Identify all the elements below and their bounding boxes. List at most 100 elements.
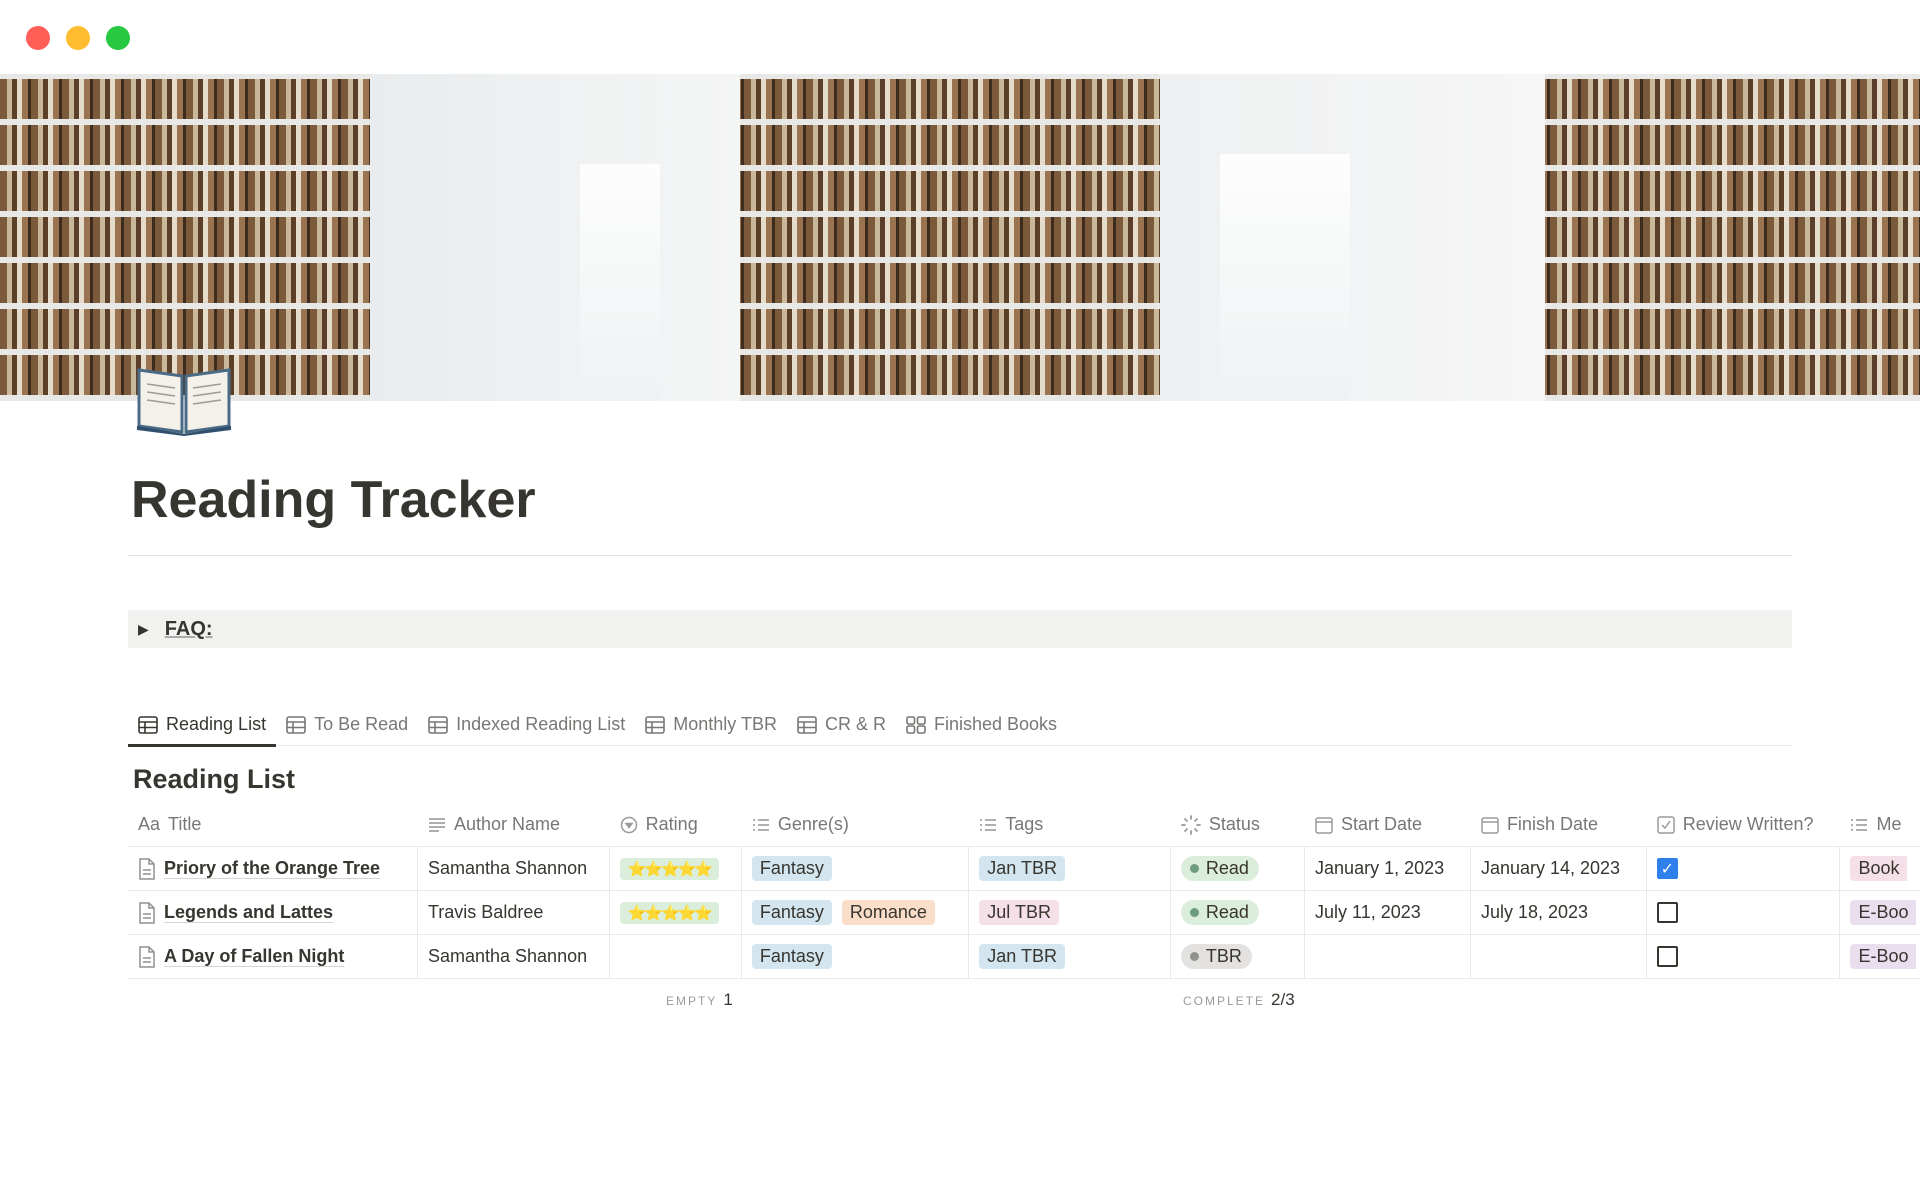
start-date-cell[interactable]: January 1, 2023 bbox=[1305, 847, 1471, 890]
triangle-right-icon[interactable]: ▶ bbox=[138, 620, 149, 637]
genre-pill: Romance bbox=[841, 900, 935, 925]
table-header: Aa Title Author Name Rating Genre(s) Tags Stat… bbox=[128, 803, 1920, 847]
tab-label: Reading List bbox=[166, 714, 267, 734]
zoom-window-button[interactable] bbox=[106, 26, 130, 50]
genre-cell[interactable]: Fantasy Romance bbox=[742, 891, 970, 934]
open-book-icon bbox=[137, 368, 231, 436]
gallery-icon bbox=[906, 715, 934, 734]
rating-cell[interactable]: ⭐⭐⭐⭐⭐ bbox=[610, 847, 742, 890]
tags-cell[interactable]: Jul TBR bbox=[969, 891, 1171, 934]
page-icon bbox=[139, 945, 155, 968]
start-date-cell[interactable] bbox=[1305, 935, 1471, 978]
author-cell[interactable]: Samantha Shannon bbox=[418, 935, 610, 978]
review-cell bbox=[1647, 935, 1841, 978]
tab-label: To Be Read bbox=[314, 714, 409, 734]
start-date-cell[interactable]: July 11, 2023 bbox=[1305, 891, 1471, 934]
column-label: Me bbox=[1876, 814, 1902, 834]
status-dot bbox=[1189, 952, 1199, 961]
tab-monthly-tbr[interactable]: Monthly TBR bbox=[635, 704, 787, 745]
finish-date-cell[interactable]: January 14, 2023 bbox=[1471, 847, 1647, 890]
column-header[interactable]: Status bbox=[1171, 803, 1305, 846]
tab-indexed-reading-list[interactable]: Indexed Reading List bbox=[418, 704, 635, 745]
review-checkbox[interactable] bbox=[1656, 946, 1678, 967]
title-cell[interactable]: Priory of the Orange Tree bbox=[128, 847, 418, 890]
status-label: Read bbox=[1205, 902, 1249, 922]
finish-date-cell[interactable] bbox=[1471, 935, 1647, 978]
column-header[interactable]: Start Date bbox=[1305, 803, 1471, 846]
column-header[interactable]: Me bbox=[1840, 803, 1920, 846]
multi-select-icon bbox=[1851, 818, 1868, 831]
column-header[interactable]: Aa Title bbox=[128, 803, 418, 846]
tab-label: Indexed Reading List bbox=[456, 714, 626, 734]
tags-cell[interactable]: Jan TBR bbox=[969, 935, 1171, 978]
status-cell[interactable]: TBR bbox=[1171, 935, 1306, 978]
media-pill: E-Boo bbox=[1850, 944, 1917, 969]
media-pill: E-Boo bbox=[1850, 900, 1917, 925]
tag-pill: Jan TBR bbox=[979, 944, 1065, 969]
table-row: Legends and Lattes Travis Baldree ⭐⭐⭐⭐⭐ Fan… bbox=[128, 891, 1920, 935]
table-icon bbox=[645, 715, 673, 734]
tab-label: Finished Books bbox=[933, 714, 1058, 734]
tab-reading-list[interactable]: Reading List bbox=[128, 704, 277, 747]
column-header[interactable]: Rating bbox=[610, 803, 742, 846]
finish-date: July 18, 2023 bbox=[1480, 902, 1589, 922]
start-date: January 1, 2023 bbox=[1315, 858, 1445, 878]
media-cell[interactable]: E-Boo bbox=[1840, 891, 1920, 934]
finish-date-cell[interactable]: July 18, 2023 bbox=[1471, 891, 1647, 934]
genre-pill: Fantasy bbox=[751, 856, 832, 881]
faq-toggle[interactable]: ▶ FAQ: bbox=[128, 610, 1792, 648]
column-header[interactable]: Author Name bbox=[418, 803, 610, 846]
status-badge: Read bbox=[1180, 856, 1259, 881]
status-cell[interactable]: Read bbox=[1171, 847, 1306, 890]
title-cell[interactable]: Legends and Lattes bbox=[128, 891, 418, 934]
author-cell[interactable]: Travis Baldree bbox=[418, 891, 610, 934]
tab-finished-books[interactable]: Finished Books bbox=[896, 704, 1067, 745]
genre-cell[interactable]: Fantasy bbox=[742, 847, 970, 890]
column-label: Rating bbox=[645, 814, 698, 834]
tags-cell[interactable]: Jan TBR bbox=[969, 847, 1171, 890]
column-label: Title bbox=[168, 814, 202, 834]
divider bbox=[128, 555, 1792, 556]
rating-cell[interactable]: ⭐⭐⭐⭐⭐ bbox=[610, 891, 742, 934]
author-cell[interactable]: Samantha Shannon bbox=[418, 847, 610, 890]
select-icon bbox=[620, 816, 637, 833]
genre-cell[interactable]: Fantasy bbox=[742, 935, 970, 978]
rating-calculation[interactable]: EMPTY 1 bbox=[666, 990, 733, 1010]
calendar-icon bbox=[1315, 816, 1333, 834]
review-checkbox[interactable]: ✓ bbox=[1656, 858, 1678, 879]
rating-cell[interactable] bbox=[610, 935, 742, 978]
media-cell[interactable]: Book bbox=[1840, 847, 1920, 890]
checkbox-icon bbox=[1657, 815, 1675, 834]
minimize-window-button[interactable] bbox=[66, 26, 90, 50]
column-label: Tags bbox=[1005, 814, 1044, 834]
media-pill: Book bbox=[1850, 856, 1908, 881]
tab-cr-r[interactable]: CR & R bbox=[787, 704, 896, 745]
calendar-icon bbox=[1481, 816, 1499, 834]
book-title-link[interactable]: A Day of Fallen Night bbox=[164, 946, 345, 966]
tab-to-be-read[interactable]: To Be Read bbox=[276, 704, 418, 745]
author-name: Samantha Shannon bbox=[427, 858, 588, 878]
column-header[interactable]: Review Written? bbox=[1647, 803, 1841, 846]
view-title: Reading List bbox=[133, 764, 296, 794]
title-cell[interactable]: A Day of Fallen Night bbox=[128, 935, 418, 978]
status-calculation[interactable]: COMPLETE 2/3 bbox=[1183, 990, 1295, 1010]
table-icon bbox=[138, 715, 166, 734]
media-cell[interactable]: E-Boo bbox=[1840, 935, 1920, 978]
rating-pill: ⭐⭐⭐⭐⭐ bbox=[619, 857, 720, 880]
close-window-button[interactable] bbox=[26, 26, 50, 50]
book-title-link[interactable]: Legends and Lattes bbox=[164, 902, 334, 922]
column-header[interactable]: Tags bbox=[969, 803, 1171, 846]
book-title-link[interactable]: Priory of the Orange Tree bbox=[164, 858, 381, 878]
tag-pill: Jul TBR bbox=[979, 900, 1059, 925]
column-header[interactable]: Genre(s) bbox=[742, 803, 969, 846]
text-property-icon: Aa bbox=[138, 814, 161, 834]
cover-image bbox=[0, 74, 1920, 401]
page-icon bbox=[139, 857, 155, 880]
column-label: Author Name bbox=[453, 814, 561, 834]
status-cell[interactable]: Read bbox=[1171, 891, 1306, 934]
multi-select-icon bbox=[752, 818, 769, 831]
review-checkbox[interactable] bbox=[1656, 902, 1678, 923]
column-header[interactable]: Finish Date bbox=[1471, 803, 1647, 846]
review-cell: ✓ bbox=[1647, 847, 1841, 890]
table-icon bbox=[428, 715, 456, 734]
